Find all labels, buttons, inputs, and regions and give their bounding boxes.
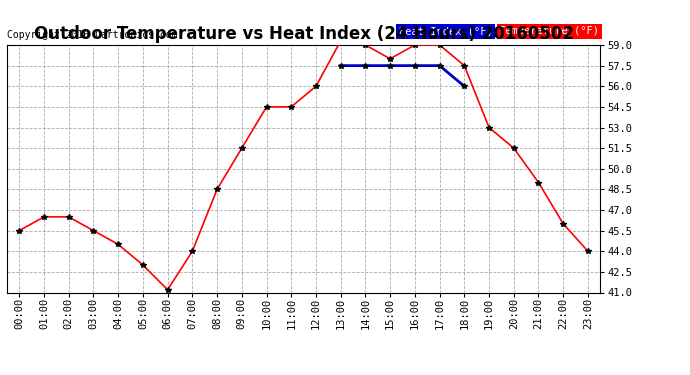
Text: Heat Index (°F): Heat Index (°F) (399, 26, 492, 36)
Title: Outdoor Temperature vs Heat Index (24 Hours) 20160502: Outdoor Temperature vs Heat Index (24 Ho… (34, 26, 573, 44)
Text: Temperature (°F): Temperature (°F) (500, 26, 600, 36)
Text: Copyright 2016 Cartronics.com: Copyright 2016 Cartronics.com (7, 30, 177, 40)
